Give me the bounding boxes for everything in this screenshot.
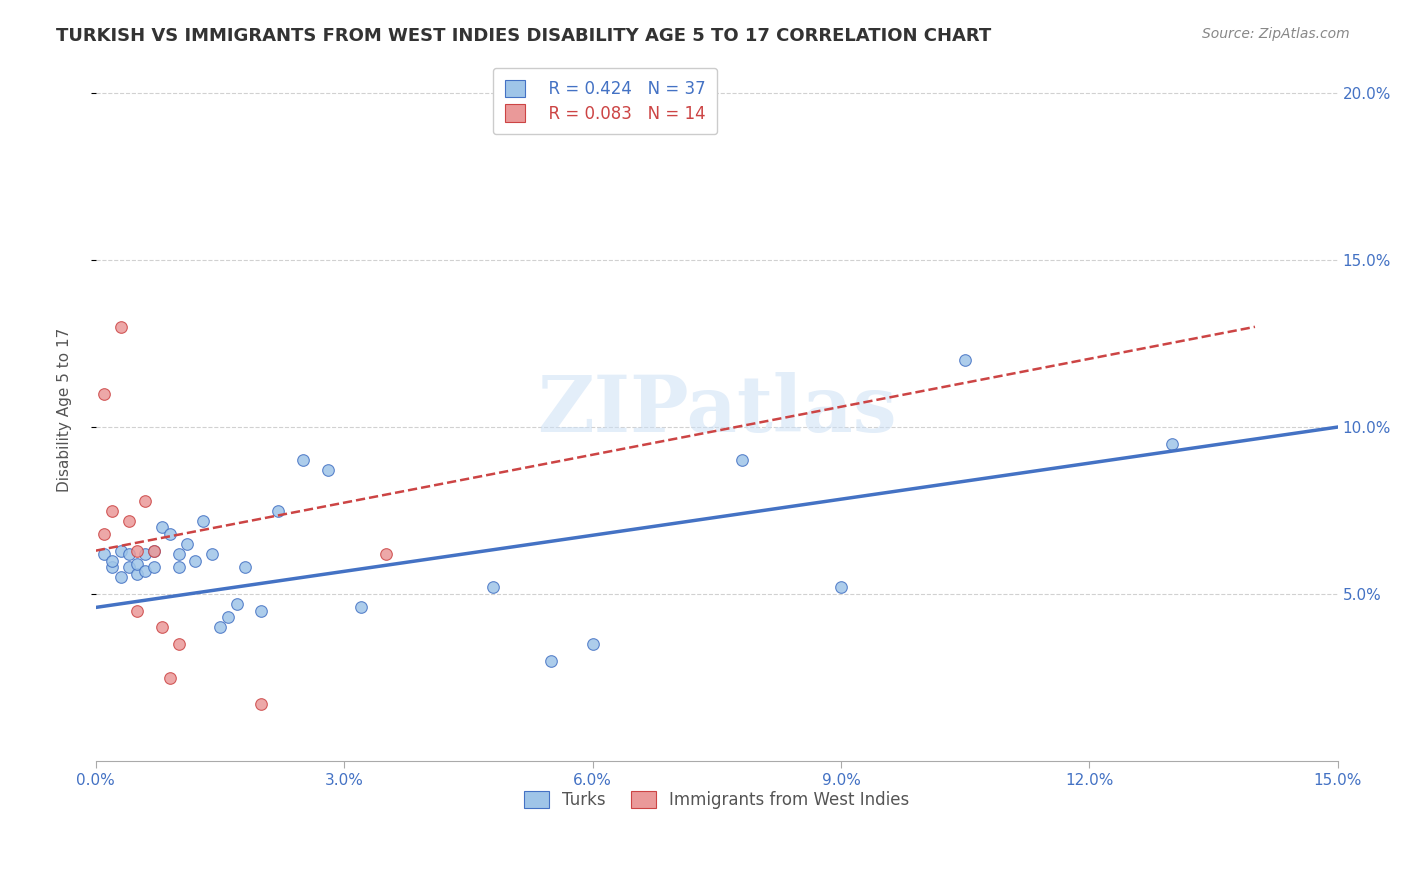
Point	[127, 567, 149, 582]
Point	[101, 560, 124, 574]
Point	[134, 547, 156, 561]
Point	[217, 610, 239, 624]
Point	[127, 557, 149, 571]
Point	[110, 319, 132, 334]
Point	[208, 620, 231, 634]
Point	[127, 543, 149, 558]
Point	[134, 493, 156, 508]
Point	[953, 353, 976, 368]
Point	[93, 386, 115, 401]
Point	[540, 654, 562, 668]
Text: ZIPatlas: ZIPatlas	[537, 372, 897, 449]
Point	[730, 453, 752, 467]
Point	[134, 564, 156, 578]
Point	[193, 514, 215, 528]
Point	[159, 671, 181, 685]
Point	[167, 560, 190, 574]
Point	[93, 547, 115, 561]
Point	[127, 604, 149, 618]
Text: Source: ZipAtlas.com: Source: ZipAtlas.com	[1202, 27, 1350, 41]
Point	[482, 580, 505, 594]
Point	[830, 580, 852, 594]
Point	[118, 514, 141, 528]
Point	[118, 547, 141, 561]
Point	[167, 637, 190, 651]
Point	[350, 600, 373, 615]
Point	[167, 547, 190, 561]
Y-axis label: Disability Age 5 to 17: Disability Age 5 to 17	[58, 328, 72, 492]
Point	[101, 503, 124, 517]
Point	[101, 554, 124, 568]
Point	[118, 560, 141, 574]
Point	[176, 537, 198, 551]
Point	[142, 543, 165, 558]
Point	[250, 604, 273, 618]
Point	[250, 698, 273, 712]
Point	[150, 620, 173, 634]
Point	[316, 463, 339, 477]
Point	[159, 527, 181, 541]
Point	[150, 520, 173, 534]
Legend: Turks, Immigrants from West Indies: Turks, Immigrants from West Indies	[517, 784, 917, 816]
Point	[110, 570, 132, 584]
Point	[225, 597, 247, 611]
Text: TURKISH VS IMMIGRANTS FROM WEST INDIES DISABILITY AGE 5 TO 17 CORRELATION CHART: TURKISH VS IMMIGRANTS FROM WEST INDIES D…	[56, 27, 991, 45]
Point	[110, 543, 132, 558]
Point	[1161, 436, 1184, 450]
Point	[581, 637, 603, 651]
Point	[374, 547, 396, 561]
Point	[142, 543, 165, 558]
Point	[93, 527, 115, 541]
Point	[291, 453, 314, 467]
Point	[201, 547, 224, 561]
Point	[233, 560, 256, 574]
Point	[184, 554, 207, 568]
Point	[142, 560, 165, 574]
Point	[267, 503, 290, 517]
